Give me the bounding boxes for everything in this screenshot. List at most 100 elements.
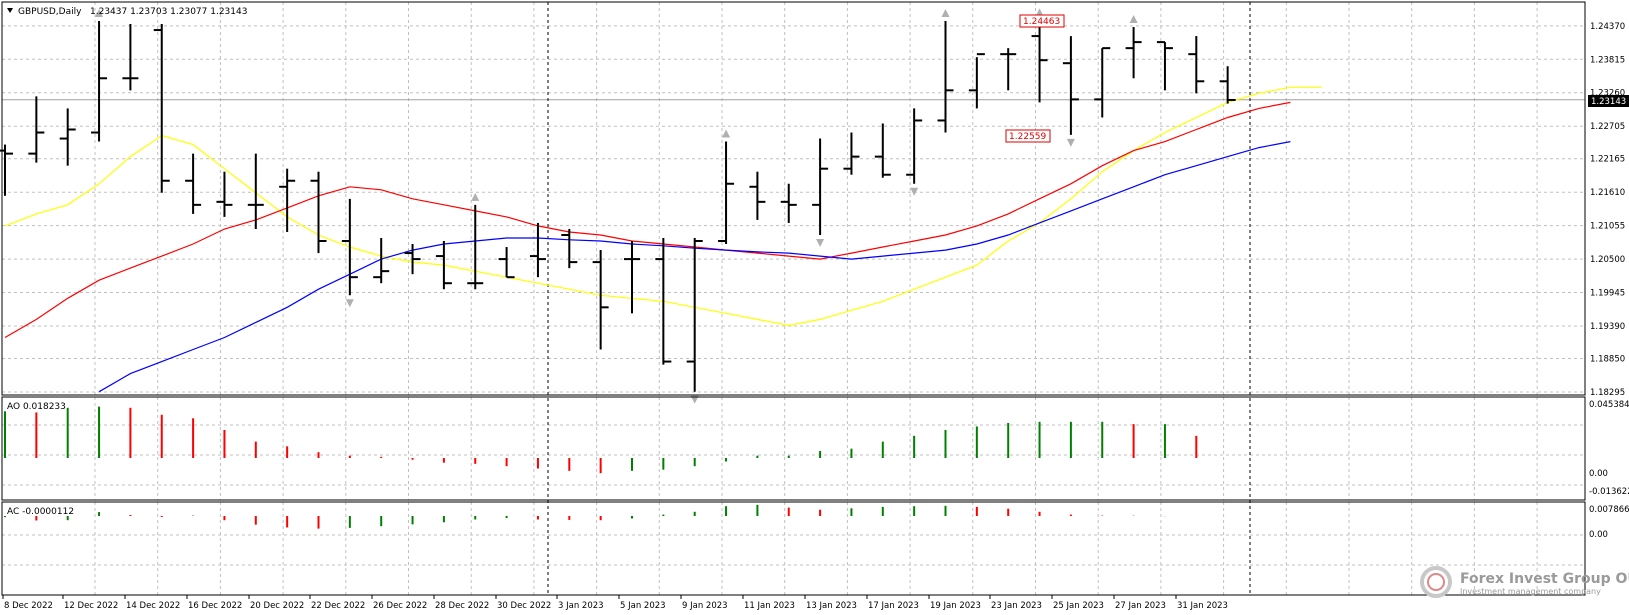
time-label: 22 Dec 2022 (311, 601, 365, 611)
fractal-down-arrow (1066, 138, 1075, 147)
current-price-label: 1.23143 (1591, 97, 1626, 107)
time-label: 23 Jan 2023 (991, 601, 1042, 611)
ao-label: AO 0.018233 (7, 402, 66, 412)
ohlc-bar (1062, 36, 1079, 135)
price-tick-label: 1.18295 (1590, 388, 1625, 398)
ohlc-bar (1219, 66, 1236, 104)
ohlc-bar (1031, 20, 1048, 103)
ohlc-bar (1094, 47, 1111, 118)
time-label: 3 Jan 2023 (558, 601, 604, 611)
time-label: 31 Jan 2023 (1177, 601, 1228, 611)
ohlc-bar (373, 238, 390, 284)
ac-panel-border (1, 501, 1586, 596)
price-tick-label: 1.21055 (1590, 222, 1625, 232)
fractal-up-arrow (941, 9, 950, 18)
moving-average-line-1 (4, 101, 1291, 339)
ac-tick-zero: 0.00 (1589, 530, 1608, 540)
ohlc-bar (435, 241, 452, 290)
price-tick-label: 1.19390 (1590, 322, 1625, 332)
fractal-markers (95, 8, 1138, 404)
collapse-triangle-icon[interactable] (7, 8, 13, 13)
ohlc-bar (310, 171, 327, 254)
ac-label: AC -0.0000112 (7, 507, 74, 517)
time-label: 27 Jan 2023 (1115, 601, 1166, 611)
time-label: 26 Dec 2022 (373, 601, 427, 611)
ohlc-bar (153, 24, 170, 193)
fractal-up-arrow (1035, 8, 1044, 17)
ohlc-bar (28, 96, 45, 163)
ohlc-bar (749, 171, 766, 220)
ohlc-bars (0, 20, 1236, 392)
watermark-logo (1420, 566, 1452, 598)
watermark-name: Forex Invest Group OU (1460, 571, 1629, 587)
fractal-up-arrow (1129, 15, 1138, 24)
time-label: 13 Jan 2023 (806, 601, 857, 611)
price-tick-label: 1.19945 (1590, 289, 1625, 299)
ohlc-bar (0, 144, 13, 196)
ohlc-bar (968, 53, 985, 109)
time-label: 25 Jan 2023 (1053, 601, 1104, 611)
ao-tick-zero: 0.00 (1589, 469, 1608, 479)
price-tick-label: 1.23815 (1590, 55, 1625, 65)
ao-panel-border (1, 396, 1586, 501)
time-label: 30 Dec 2022 (497, 601, 551, 611)
price-tick-label: 1.22705 (1590, 122, 1625, 132)
ohlc-bar (655, 238, 672, 365)
current-price-box (1588, 95, 1629, 107)
period-separators (547, 2, 1251, 595)
time-axis: 8 Dec 2022 12 Dec 2022 14 Dec 2022 16 Dec 2… (2, 595, 1228, 611)
fractal-up-arrow (471, 192, 480, 201)
fractal-high-box (1019, 14, 1065, 28)
time-label: 11 Jan 2023 (744, 601, 795, 611)
price-tick-label: 1.18850 (1590, 355, 1625, 365)
ohlc-bar (122, 24, 139, 91)
ohlc-bar (247, 153, 264, 229)
ohlc-bar (341, 198, 358, 296)
ac-tick-top: 0.0078666 (1589, 505, 1629, 515)
symbol-label: GBPUSD,Daily (18, 7, 82, 17)
ohlc-bar (843, 132, 860, 175)
time-label: 16 Dec 2022 (188, 601, 242, 611)
time-label: 20 Dec 2022 (250, 601, 304, 611)
ohlc-bar (686, 238, 703, 392)
ohlc-bar (1156, 41, 1173, 91)
main-panel-border (1, 1, 1586, 396)
ohlc-bar (874, 123, 891, 178)
ohlc-values: 1.23437 1.23703 1.23077 1.23143 (90, 7, 247, 17)
price-axis: 1.24370 1.23815 1.23260 1.22705 1.22165 1.216… (1590, 22, 1625, 398)
time-label: 17 Jan 2023 (868, 601, 919, 611)
time-label: 12 Dec 2022 (64, 601, 118, 611)
fractal-down-arrow (910, 187, 919, 196)
time-label: 14 Dec 2022 (126, 601, 180, 611)
ohlc-bar (216, 171, 233, 217)
price-tick-label: 1.22165 (1590, 155, 1625, 165)
ac-histogram (4, 504, 1198, 529)
ohlc-bar (498, 247, 515, 279)
watermark-tagline: Investment management company (1460, 587, 1601, 596)
fractal-low-label: 1.22559 (1009, 132, 1046, 142)
time-label: 28 Dec 2022 (435, 601, 489, 611)
price-tick-label: 1.23260 (1590, 89, 1625, 99)
fractal-high-label: 1.24463 (1023, 17, 1060, 27)
fractal-low-box (1005, 129, 1051, 143)
time-label: 5 Jan 2023 (620, 601, 666, 611)
ohlc-bar (91, 21, 108, 142)
ohlc-bar (937, 21, 954, 133)
ohlc-bar (1000, 48, 1017, 91)
ohlc-bar (561, 228, 578, 269)
ohlc-bar (1125, 27, 1142, 79)
ao-tick-top: 0.045384 (1589, 400, 1629, 410)
ohlc-bar (185, 153, 202, 214)
ohlc-bar (592, 250, 609, 350)
grid (2, 2, 1585, 595)
ohlc-bar (1188, 36, 1205, 94)
fractal-up-arrow (722, 129, 731, 138)
ao-histogram (4, 406, 1198, 474)
time-label: 19 Jan 2023 (930, 601, 981, 611)
time-label: 8 Dec 2022 (4, 601, 53, 611)
price-tick-label: 1.21610 (1590, 188, 1625, 198)
ohlc-bar (812, 138, 829, 235)
ohlc-bar (718, 141, 735, 245)
ohlc-bar (59, 108, 76, 166)
